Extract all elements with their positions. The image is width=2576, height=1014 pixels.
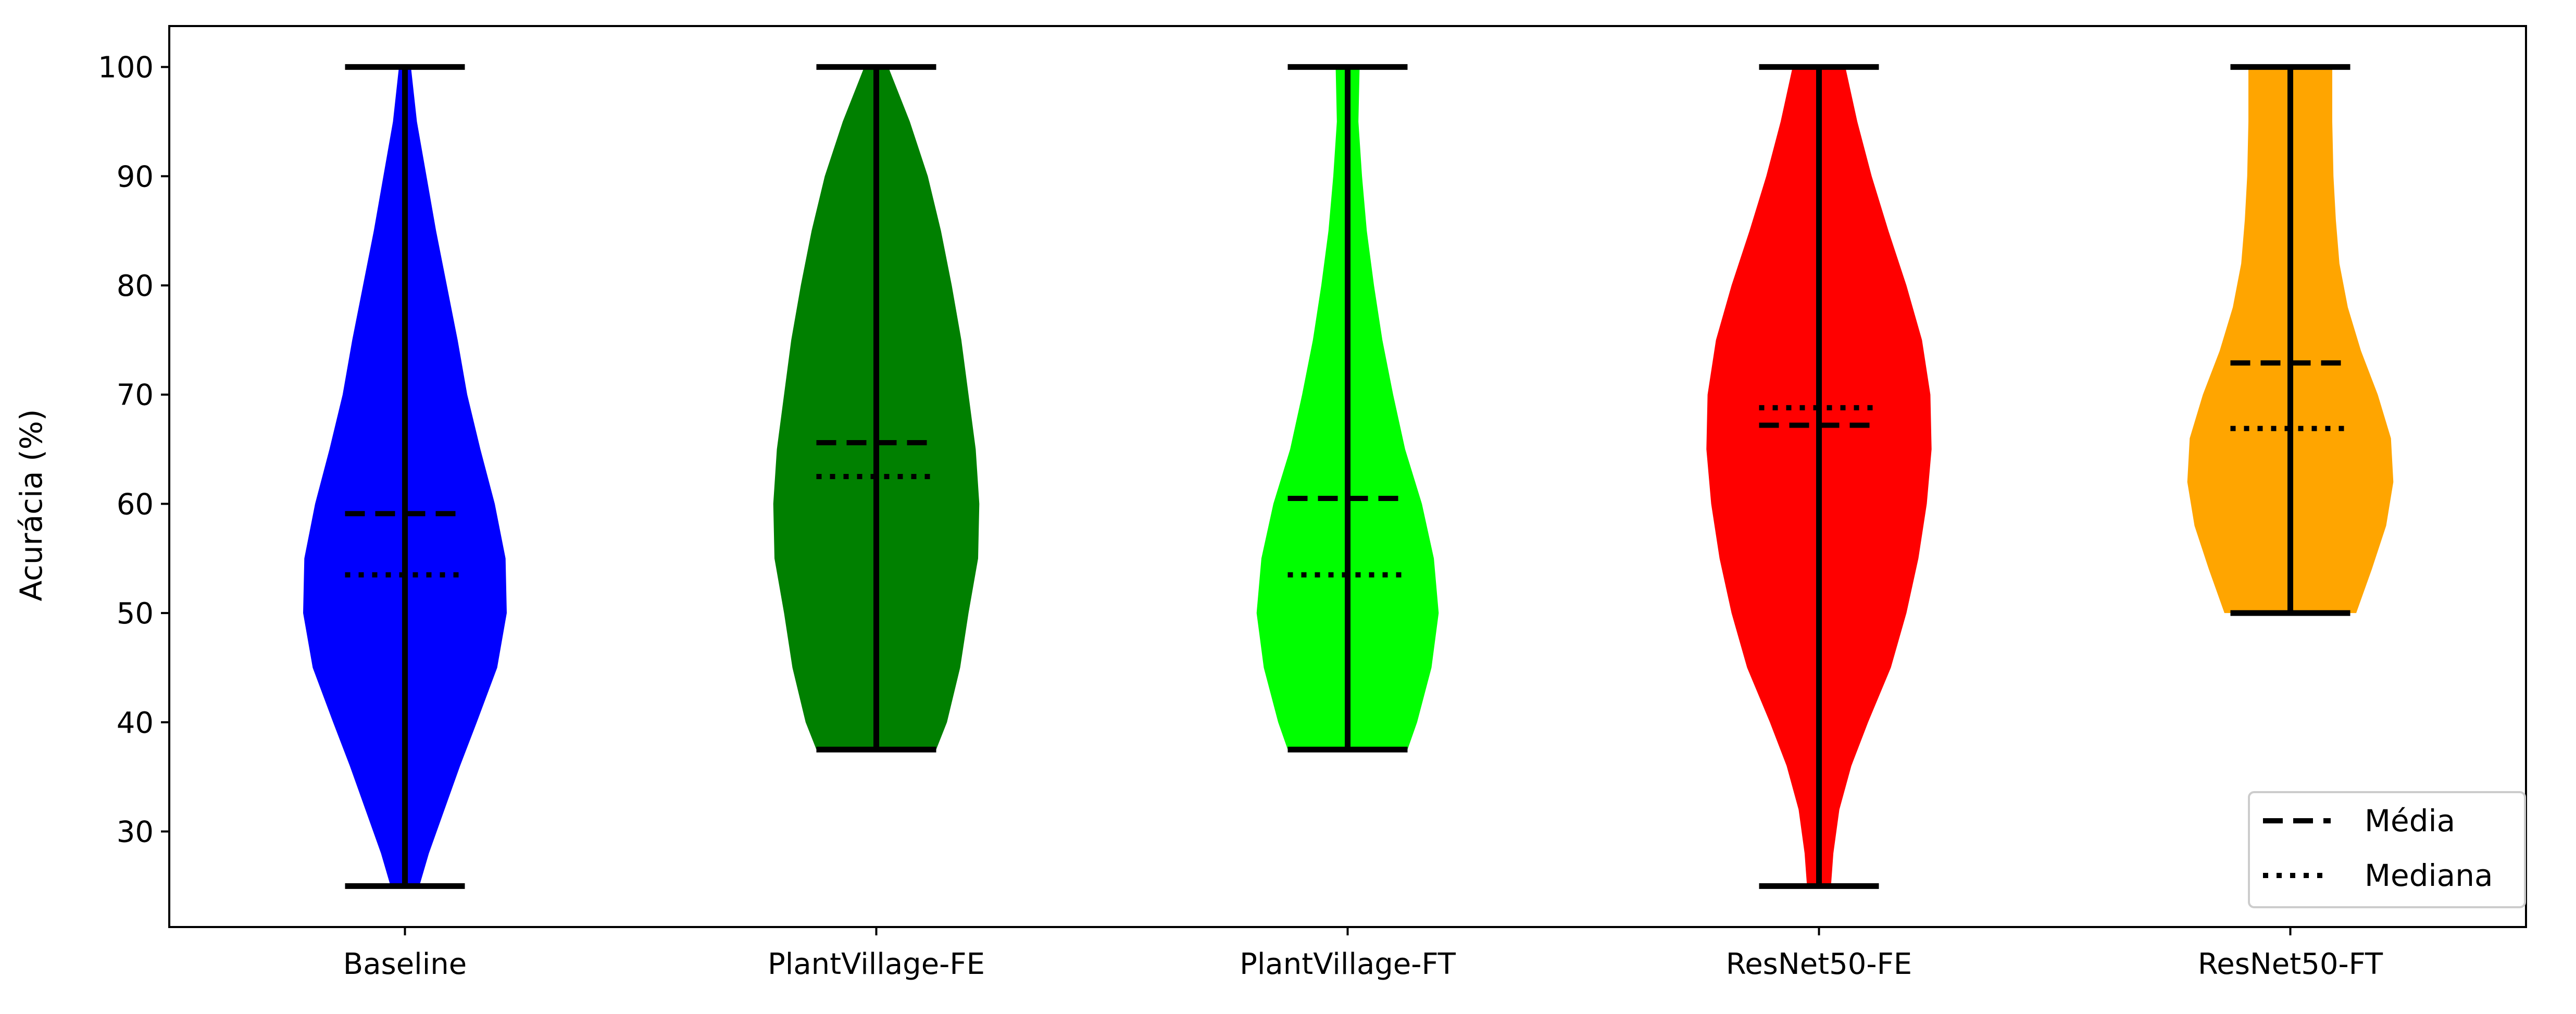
stats-layer [345,64,2350,889]
x-tick-label: PlantVillage-FE [768,947,985,981]
y-tick-label: 90 [117,160,154,194]
x-tick-label: ResNet50-FE [1726,947,1912,981]
y-axis-label: Acurácia (%) [14,409,49,601]
legend-mean-label: Média [2365,803,2455,838]
plot-frame [168,25,2527,928]
legend-median-label: Mediana [2365,858,2493,893]
axes-layer: Baseline PlantVillage-FE PlantVillage-FT Re… [98,25,2527,981]
y-tick-label: 30 [117,816,154,849]
y-tick-label: 80 [117,269,154,303]
x-tick-label: PlantVillage-FT [1240,947,1456,981]
y-tick-label: 60 [117,487,154,521]
x-tick-label: Baseline [343,947,467,981]
y-tick-label: 70 [117,379,154,412]
y-tick-label: 40 [117,706,154,740]
legend-box [2248,791,2526,908]
y-tick-label: 50 [117,597,154,631]
x-tick-label: ResNet50-FT [2198,947,2383,981]
y-tick-label: 100 [98,51,154,85]
legend: Média Mediana [2248,791,2526,908]
